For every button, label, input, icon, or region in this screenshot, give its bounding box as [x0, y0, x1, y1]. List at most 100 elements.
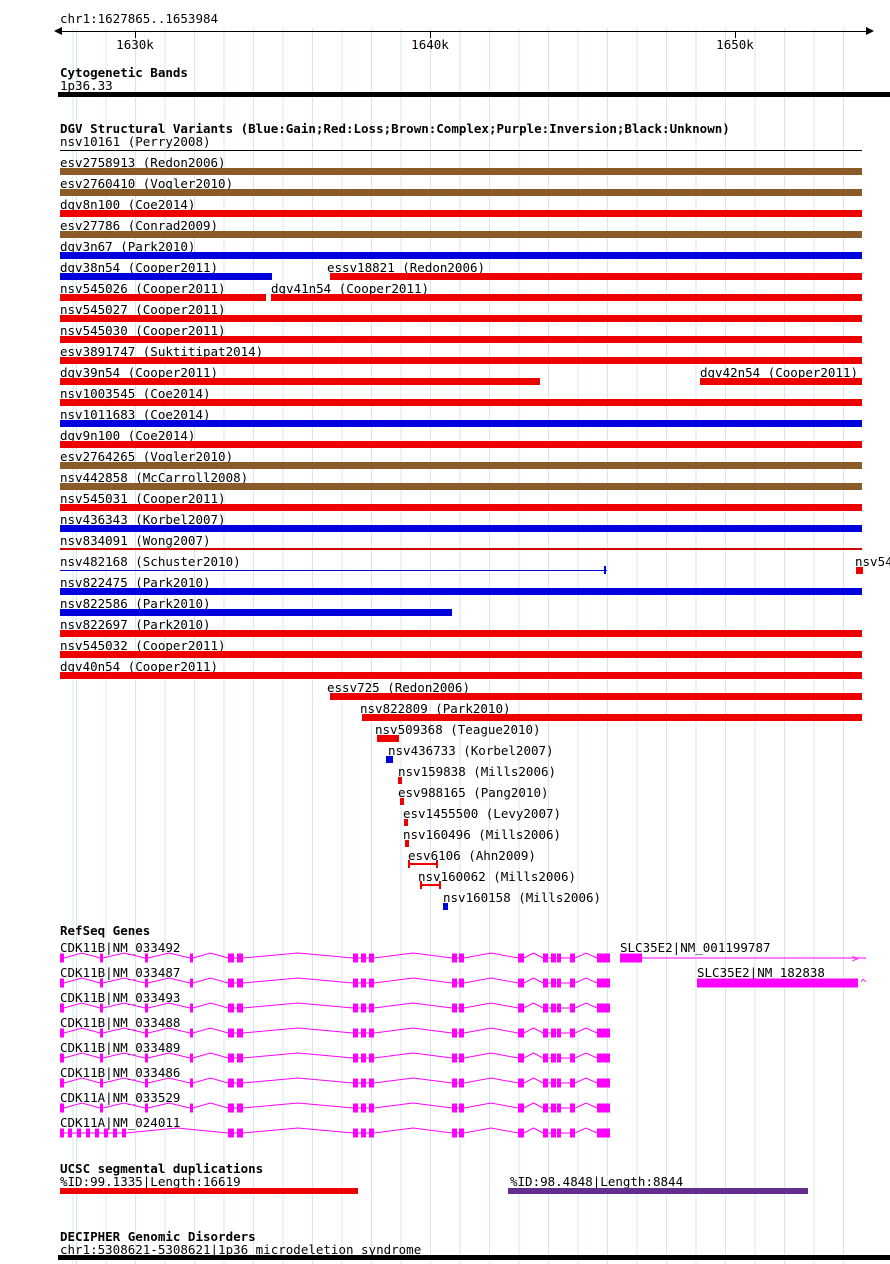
exon-box[interactable] — [237, 1003, 243, 1013]
exon-box[interactable] — [145, 953, 148, 963]
exon-box[interactable] — [452, 1128, 457, 1138]
gene-model[interactable] — [0, 1123, 890, 1143]
exon-box[interactable] — [369, 1028, 374, 1038]
exon-box[interactable] — [190, 1003, 193, 1013]
gene-model[interactable] — [0, 998, 890, 1018]
feature-bar[interactable] — [60, 420, 862, 427]
exon-box[interactable] — [60, 1103, 64, 1113]
exon-box[interactable] — [228, 978, 234, 988]
exon-box[interactable] — [459, 1003, 464, 1013]
exon-box[interactable] — [237, 1103, 243, 1113]
exon-box[interactable] — [597, 978, 610, 988]
gene-label[interactable]: SLC35E2|NM_182838 — [697, 965, 825, 980]
exon-box[interactable] — [228, 1003, 234, 1013]
feature-label[interactable]: dgv8n100 (Coe2014) — [60, 197, 196, 212]
exon-box[interactable] — [557, 1028, 561, 1038]
exon-box[interactable] — [597, 1128, 610, 1138]
exon-box[interactable] — [353, 1103, 358, 1113]
exon-box[interactable] — [228, 1028, 234, 1038]
exon-box[interactable] — [518, 953, 524, 963]
feature-bar[interactable] — [60, 651, 862, 658]
exon-box[interactable] — [228, 1103, 234, 1113]
feature-bar[interactable] — [398, 777, 402, 784]
feature-bar[interactable] — [443, 903, 448, 910]
feature-label[interactable]: nsv436343 (Korbel2007) — [60, 512, 226, 527]
exon-box[interactable] — [452, 953, 457, 963]
exon-box[interactable] — [459, 1103, 464, 1113]
feature-bar[interactable] — [60, 609, 452, 616]
exon-box[interactable] — [543, 1053, 548, 1063]
exon-box[interactable] — [369, 1128, 374, 1138]
exon-box[interactable] — [190, 978, 193, 988]
exon-box[interactable] — [77, 1128, 81, 1138]
exon-box[interactable] — [228, 1128, 234, 1138]
feature-bar[interactable] — [58, 1255, 890, 1260]
feature-bar[interactable] — [60, 273, 272, 280]
exon-box[interactable] — [86, 1128, 90, 1138]
feature-label[interactable]: esv988165 (Pang2010) — [398, 785, 549, 800]
feature-bar[interactable] — [60, 588, 862, 595]
exon-box[interactable] — [557, 978, 561, 988]
exon-box[interactable] — [551, 1003, 556, 1013]
exon-box[interactable] — [518, 1053, 524, 1063]
gene-label[interactable]: CDK11B|NM_033486 — [60, 1065, 181, 1080]
feature-bar[interactable] — [60, 548, 862, 550]
exon-box[interactable] — [518, 1028, 524, 1038]
exon-box[interactable] — [237, 978, 243, 988]
exon-box[interactable] — [597, 1053, 610, 1063]
gene-model[interactable] — [0, 1023, 890, 1043]
exon-box[interactable] — [543, 1128, 548, 1138]
exon-box[interactable] — [190, 1103, 193, 1113]
feature-label[interactable]: nsv509368 (Teague2010) — [375, 722, 541, 737]
feature-bar[interactable] — [330, 273, 862, 280]
feature-bar[interactable] — [60, 483, 862, 490]
exon-box[interactable] — [361, 953, 366, 963]
feature-bar[interactable] — [60, 357, 862, 364]
feature-bar[interactable] — [60, 150, 862, 151]
exon-box[interactable] — [543, 1028, 548, 1038]
exon-box[interactable] — [543, 1103, 548, 1113]
exon-box[interactable] — [100, 1003, 103, 1013]
feature-label[interactable]: nsv545027 (Cooper2011) — [60, 302, 226, 317]
exon-box[interactable] — [190, 1053, 193, 1063]
feature-label[interactable]: dgv38n54 (Cooper2011) — [60, 260, 219, 275]
exon-box[interactable] — [68, 1128, 72, 1138]
exon-box[interactable] — [100, 1078, 103, 1088]
exon-box[interactable] — [557, 1078, 561, 1088]
exon-box[interactable] — [237, 1128, 243, 1138]
feature-bar[interactable] — [60, 504, 862, 511]
exon-box[interactable] — [361, 1053, 366, 1063]
feature-bar[interactable] — [362, 714, 862, 721]
feature-bar[interactable] — [60, 336, 862, 343]
exon-box[interactable] — [113, 1128, 117, 1138]
feature-label[interactable]: nsv482168 (Schuster2010) — [60, 554, 241, 569]
feature-label[interactable]: esv6106 (Ahn2009) — [408, 848, 536, 863]
feature-bar[interactable] — [408, 860, 438, 868]
feature-bar[interactable] — [60, 399, 862, 406]
exon-box[interactable] — [369, 1053, 374, 1063]
feature-bar[interactable] — [60, 570, 607, 571]
exon-box[interactable] — [95, 1128, 99, 1138]
pan-right-arrow[interactable] — [866, 27, 874, 35]
exon-box[interactable] — [570, 1103, 575, 1113]
exon-box[interactable] — [369, 1103, 374, 1113]
exon-box[interactable] — [369, 1078, 374, 1088]
exon-box[interactable] — [361, 1128, 366, 1138]
exon-box[interactable] — [557, 1103, 561, 1113]
feature-label[interactable]: nsv160158 (Mills2006) — [443, 890, 602, 905]
feature-label[interactable]: nsv10161 (Perry2008) — [60, 134, 211, 149]
feature-bar[interactable] — [60, 315, 862, 322]
gene-label[interactable]: CDK11A|NM_033529 — [60, 1090, 181, 1105]
exon-box[interactable] — [551, 1103, 556, 1113]
exon-box[interactable] — [361, 1028, 366, 1038]
gene-label[interactable]: SLC35E2|NM_001199787 — [620, 940, 771, 955]
gene-label[interactable]: CDK11B|NM_033488 — [60, 1015, 181, 1030]
feature-label[interactable]: nsv160496 (Mills2006) — [403, 827, 562, 842]
exon-box[interactable] — [518, 1078, 524, 1088]
feature-bar[interactable] — [60, 210, 862, 217]
feature-label[interactable]: nsv822475 (Park2010) — [60, 575, 211, 590]
feature-bar[interactable] — [386, 756, 393, 763]
feature-label[interactable]: nsv436733 (Korbel2007) — [388, 743, 554, 758]
exon-box[interactable] — [353, 1028, 358, 1038]
feature-bar[interactable] — [60, 630, 862, 637]
